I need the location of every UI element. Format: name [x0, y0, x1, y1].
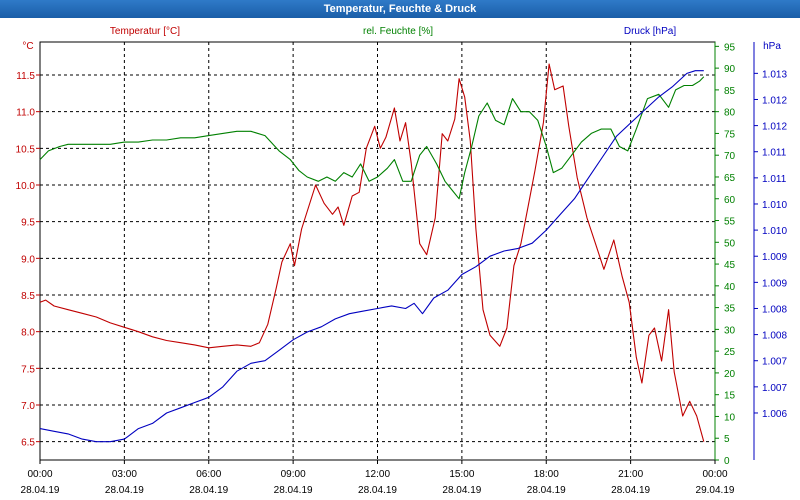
- temperature-tick-label: 10.0: [16, 181, 36, 192]
- date-tick-label: 28.04.19: [189, 485, 228, 496]
- pressure-tick-label: 1.009: [762, 278, 787, 289]
- date-tick-label: 28.04.19: [274, 485, 313, 496]
- humidity-tick-label: 35: [724, 304, 736, 315]
- pressure-tick-label: 1.006: [762, 409, 787, 420]
- time-tick-label: 21:00: [618, 469, 643, 480]
- humidity-tick-label: 85: [724, 86, 736, 97]
- humidity-tick-label: 45: [724, 260, 736, 271]
- humidity-tick-label: 80: [724, 108, 736, 119]
- temperature-tick-label: 10.5: [16, 144, 36, 155]
- humidity-tick-label: 15: [724, 391, 736, 402]
- temperature-tick-label: 11.0: [16, 108, 35, 119]
- pressure-unit-label: hPa: [763, 41, 781, 52]
- time-tick-label: 15:00: [449, 469, 474, 480]
- time-tick-label: 09:00: [281, 469, 306, 480]
- humidity-tick-label: 60: [724, 195, 736, 206]
- humidity-tick-label: 40: [724, 282, 736, 293]
- pressure-tick-label: 1.010: [762, 226, 787, 237]
- humidity-tick-label: 55: [724, 217, 736, 228]
- humidity-tick-label: 20: [724, 369, 736, 380]
- date-tick-label: 28.04.19: [105, 485, 144, 496]
- humidity-line: [39, 76, 705, 200]
- pressure-tick-label: 1.007: [762, 383, 787, 394]
- temperature-axis-ticks: 11.5 11.0 10.5 10.0 9.5 9.0 8.5 8.0 7.5 7.0 6.5: [16, 71, 40, 449]
- date-tick-label: 28.04.19: [611, 485, 650, 496]
- humidity-tick-label: 5: [724, 434, 730, 445]
- date-tick-label: 29.04.19: [696, 485, 735, 496]
- pressure-tick-label: 1.008: [762, 304, 787, 315]
- pressure-tick-label: 1.007: [762, 357, 787, 368]
- pressure-tick-label: 1.008: [762, 331, 787, 342]
- temperature-tick-label: 9.0: [21, 254, 35, 265]
- pressure-tick-label: 1.011: [762, 148, 787, 159]
- pressure-tick-label: 1.010: [762, 200, 787, 211]
- humidity-tick-label: 10: [724, 412, 736, 423]
- temperature-axis-label: Temperatur [°C]: [110, 26, 180, 37]
- grid-lines: [40, 42, 715, 460]
- time-tick-label: 12:00: [365, 469, 390, 480]
- date-tick-label: 28.04.19: [21, 485, 60, 496]
- humidity-axis-label: rel. Feuchte [%]: [363, 26, 433, 37]
- pressure-tick-label: 1.012: [762, 122, 787, 133]
- series-layer: [39, 63, 705, 443]
- humidity-tick-label: 75: [724, 129, 736, 140]
- pressure-axis-label: Druck [hPa]: [624, 26, 676, 37]
- humidity-tick-label: 95: [724, 42, 736, 53]
- chart-title: Temperatur, Feuchte & Druck: [0, 0, 800, 18]
- time-tick-label: 18:00: [534, 469, 559, 480]
- humidity-tick-label: 65: [724, 173, 736, 184]
- time-tick-label: 00:00: [702, 469, 727, 480]
- time-axis-ticks: 00:00 28.04.19 03:00 28.04.19 06:00 28.04.19 0…: [21, 460, 735, 496]
- temperature-tick-label: 11.5: [16, 71, 35, 82]
- temperature-tick-label: 8.0: [21, 328, 35, 339]
- chart-canvas: 11.5 11.0 10.5 10.0 9.5 9.0 8.5 8.0 7.5 7.0 6.5 95…: [0, 18, 800, 500]
- temperature-tick-label: 8.5: [21, 291, 35, 302]
- humidity-tick-label: 30: [724, 325, 736, 336]
- pressure-tick-label: 1.009: [762, 252, 787, 263]
- pressure-tick-label: 1.013: [762, 69, 787, 80]
- time-tick-label: 06:00: [196, 469, 221, 480]
- pressure-axis-ticks: 1.013 1.012 1.012 1.011 1.011 1.010 1.010 1.009…: [754, 69, 787, 420]
- temperature-tick-label: 7.0: [21, 401, 35, 412]
- time-tick-label: 00:00: [27, 469, 52, 480]
- pressure-tick-label: 1.011: [762, 174, 787, 185]
- pressure-line: [39, 70, 704, 443]
- pressure-tick-label: 1.012: [762, 95, 787, 106]
- time-tick-label: 03:00: [112, 469, 137, 480]
- date-tick-label: 28.04.19: [527, 485, 566, 496]
- temperature-unit-label: °C: [22, 41, 33, 52]
- humidity-tick-label: 70: [724, 151, 736, 162]
- temperature-tick-label: 7.5: [21, 364, 35, 375]
- temperature-line: [39, 63, 705, 442]
- humidity-tick-label: 0: [724, 456, 730, 467]
- temperature-tick-label: 6.5: [21, 438, 35, 449]
- date-tick-label: 28.04.19: [358, 485, 397, 496]
- humidity-tick-label: 50: [724, 238, 736, 249]
- humidity-tick-label: 25: [724, 347, 736, 358]
- date-tick-label: 28.04.19: [442, 485, 481, 496]
- temperature-tick-label: 9.5: [21, 218, 35, 229]
- humidity-tick-label: 90: [724, 64, 736, 75]
